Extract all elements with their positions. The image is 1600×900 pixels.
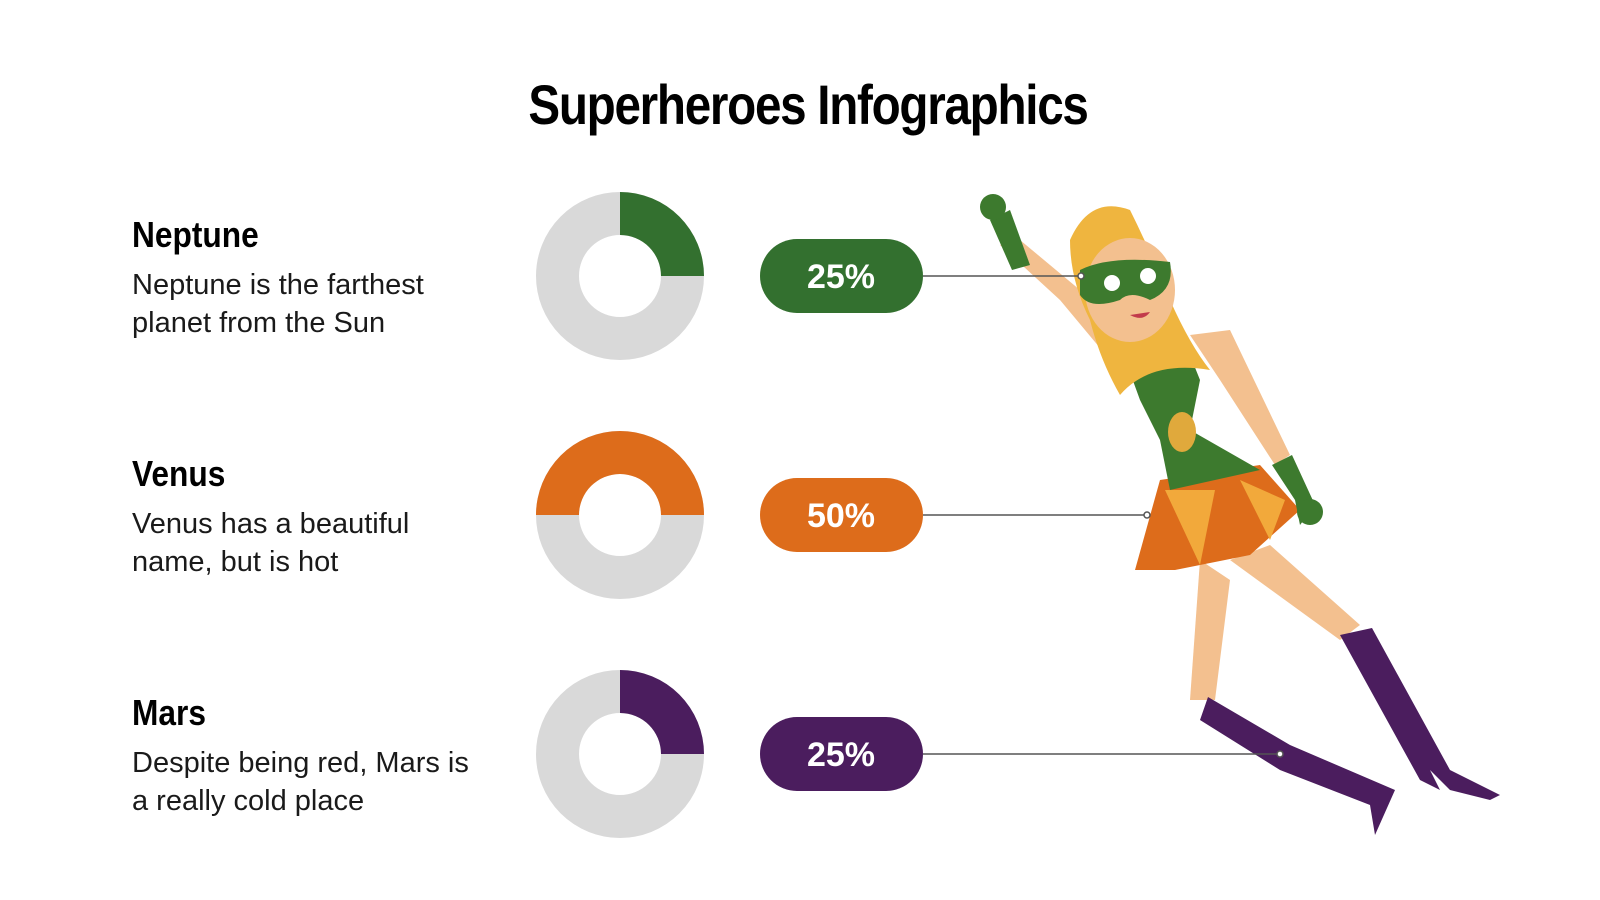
item-title: Mars <box>132 692 206 733</box>
item-title: Neptune <box>132 214 259 255</box>
value-label: 25% <box>807 736 875 774</box>
value-pill <box>760 239 923 313</box>
value-label: 25% <box>807 258 875 296</box>
slide-title: Superheroes Infographics <box>528 73 1089 136</box>
value-pill <box>760 478 923 552</box>
item-description: Neptune is the farthest planet from the … <box>132 269 424 339</box>
connector-dot <box>1077 272 1085 280</box>
donut-segment <box>620 670 704 754</box>
connector-dot <box>1143 511 1151 519</box>
donut-segment <box>620 192 704 276</box>
item-title: Venus <box>132 453 226 494</box>
value-pill <box>760 717 923 791</box>
superhero-illustration <box>980 194 1500 835</box>
item-description: Despite being red, Mars is a really cold… <box>132 747 469 817</box>
value-label: 50% <box>807 497 875 535</box>
connector-dot <box>1276 750 1284 758</box>
item-description: Venus has a beautiful name, but is hot <box>132 508 410 578</box>
donut-segment <box>536 431 704 515</box>
